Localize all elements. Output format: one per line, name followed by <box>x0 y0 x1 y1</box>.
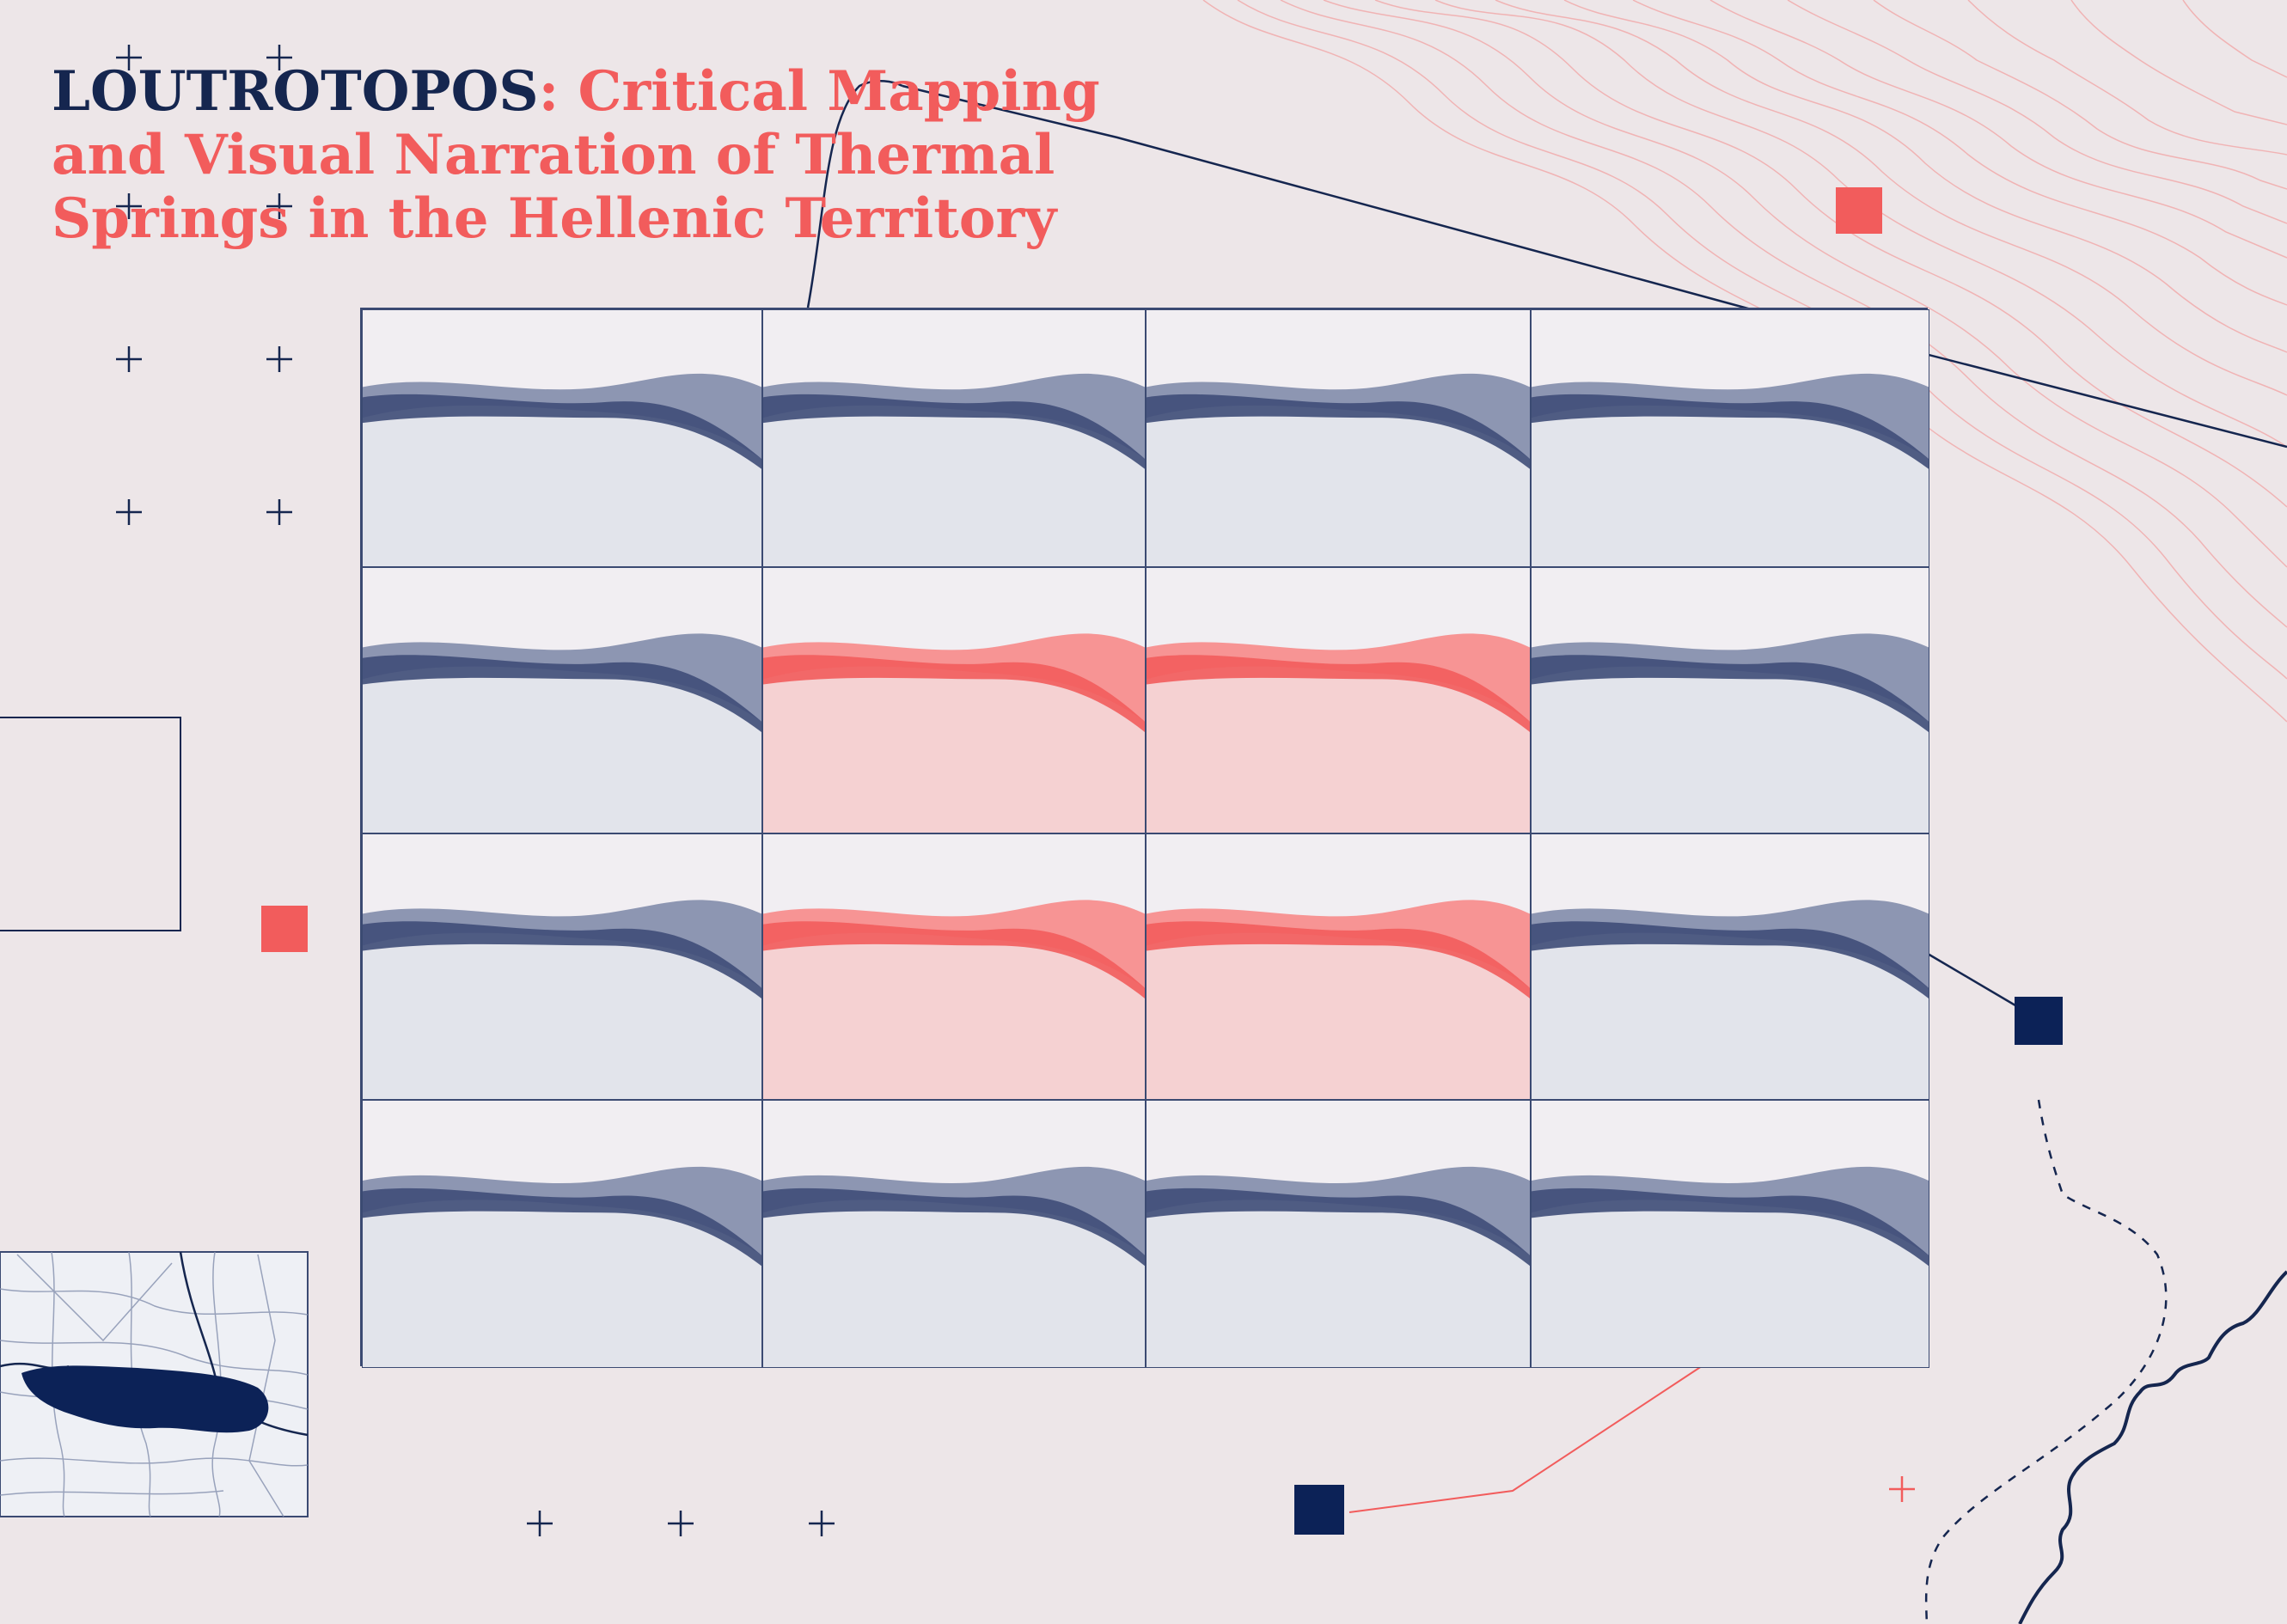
square-marker-icon <box>1294 1485 1344 1535</box>
image-tile-r1c1 <box>362 309 762 567</box>
plus-marker-coral-icon <box>1889 1476 1915 1502</box>
thermal-spring-tile-grid <box>360 308 1929 1368</box>
square-marker-icon <box>261 906 308 952</box>
image-tile-r3c3 <box>1146 833 1531 1100</box>
image-tile-r2c4 <box>1531 567 1929 833</box>
river-line-icon <box>2018 1270 2287 1624</box>
image-tile-r3c4 <box>1531 833 1929 1100</box>
contour-lines-icon <box>1202 0 2287 723</box>
square-marker-icon <box>1836 187 1882 234</box>
image-tile-r2c1 <box>362 567 762 833</box>
image-tile-r4c4 <box>1531 1100 1929 1368</box>
image-tile-r4c1 <box>362 1100 762 1368</box>
frame-rectangle <box>0 717 181 931</box>
image-tile-r4c3 <box>1146 1100 1531 1368</box>
image-tile-r1c2 <box>762 309 1146 567</box>
image-tile-r1c3 <box>1146 309 1531 567</box>
image-tile-r3c1 <box>362 833 762 1100</box>
connector-coral <box>1348 1365 1703 1513</box>
plus-marker-icon <box>116 45 835 1536</box>
connector-diagonal <box>902 84 2287 449</box>
image-tile-r4c2 <box>762 1100 1146 1368</box>
square-marker-icon <box>2015 997 2063 1045</box>
image-tile-r1c4 <box>1531 309 1929 567</box>
image-tile-r2c3 <box>1146 567 1531 833</box>
image-tile-r3c2 <box>762 833 1146 1100</box>
title-lead: LOUTROTOPOS <box>52 59 539 124</box>
lake-map-icon <box>0 1251 309 1517</box>
connector-curve <box>806 80 903 308</box>
image-tile-r2c2 <box>762 567 1146 833</box>
connector-dashed <box>1924 1099 2168 1624</box>
title-rest: : Critical Mapping and Visual Narration … <box>52 59 1100 251</box>
page-title: LOUTROTOPOS: Critical Mapping and Visual… <box>52 60 1169 251</box>
